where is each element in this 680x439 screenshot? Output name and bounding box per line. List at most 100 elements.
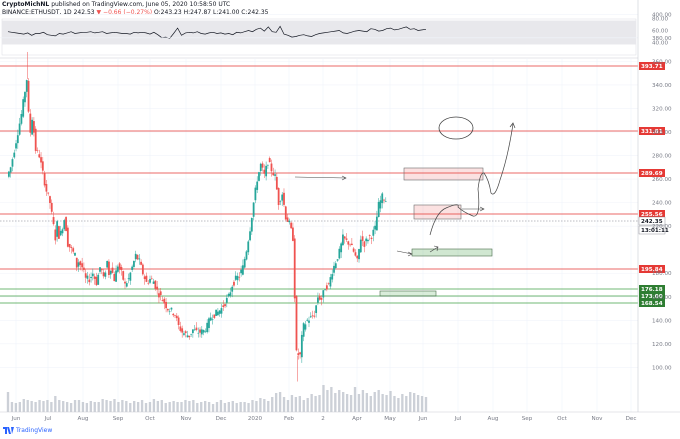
candle-body [261,163,264,168]
volume-bar [290,395,294,412]
candle-body [354,252,357,256]
y-tick-label: 300.00 [652,130,672,136]
candle-body [22,99,25,117]
volume-bar [353,387,357,412]
volume-bar [373,392,376,412]
candle-body [361,236,364,241]
volume-bar [271,397,274,412]
x-tick-label: Apr [352,416,362,422]
candle-body [179,326,182,331]
candle-body [70,247,73,249]
candle-body [270,163,273,172]
volume-bar [412,393,416,412]
candle-body [115,270,117,282]
volume-bar [334,393,337,412]
volume-bar [357,394,361,412]
candle-body [116,266,119,272]
price-label: 13:01:11 [641,228,669,234]
volume-bar [89,401,92,412]
x-tick-label: Nov [181,416,193,422]
osc-tick: 80.00 [652,17,668,23]
candle-body [315,305,318,313]
candle-body [242,265,244,275]
candle-body [309,316,312,318]
x-tick-label: Jun [11,416,21,422]
candle-body [77,262,80,267]
candle-body [299,352,301,355]
candle-body [225,297,228,303]
volume-bar [401,394,404,412]
candle-body [181,328,184,333]
candle-body [41,161,44,171]
candle-body [33,121,35,133]
candle-body [293,238,296,299]
x-tick-label: Nov [592,416,604,422]
y-tick-label: 100.00 [652,365,672,371]
candle-body [54,229,57,241]
candle-body [224,304,226,307]
candle-body [368,235,371,236]
axes: 40.00 60.00 80.00 Jun Jul Aug Sep Oct Nov Dec 2020… [0,0,680,422]
candle-body [106,260,109,268]
candle-body [336,259,339,261]
volume-bar [385,395,388,412]
candle-body [216,311,219,316]
volume-bar [26,400,29,412]
price-label: 393.71 [641,64,663,70]
volume-bar [133,401,136,412]
candle-body [183,333,185,335]
candle-body [247,241,250,253]
volume-bar [101,399,104,412]
candle-body [143,276,146,279]
volume-bar [326,390,329,412]
price-label-box [639,62,665,70]
candle-body [31,119,34,135]
support-box-173 [379,290,437,297]
candle-body [211,319,214,320]
candle-body [252,202,255,217]
candle-body [306,319,309,321]
candle-body [84,273,87,278]
y-tick-label: 400.00 [652,12,672,18]
candle-body [86,275,89,279]
candle-body [131,266,134,270]
volume-bar [152,399,156,412]
volume-bar [38,400,41,412]
x-tick-label: Sep [113,416,124,422]
candle-body [102,272,105,277]
candle-body [163,298,166,304]
candle-body [195,327,198,330]
volume-bar [156,401,160,412]
resistance-box-290 [403,167,484,181]
candle-body [209,317,212,321]
candle-body [238,276,241,278]
candle-body [254,187,257,201]
candle-body [233,281,235,286]
candle-body [338,248,341,259]
candle-body [304,324,307,330]
y-tick-label: 120.00 [652,342,672,348]
candle-body [347,241,350,245]
candle-body [263,169,266,174]
volume-bar [255,401,258,412]
candle-body [213,314,216,318]
candle-body [13,152,16,158]
volume-bar [34,402,37,412]
candle-body [250,217,253,232]
x-tick-label: Jul [454,416,462,422]
volume-bar [274,393,278,412]
volume-bar [345,394,349,412]
candle-body [256,181,259,190]
candle-body [258,172,260,181]
candle-body [59,230,62,236]
volume-bar [267,401,270,412]
volume-bar [298,396,301,412]
candle-body [34,128,37,151]
volume-bar [184,400,187,412]
candle-body [229,292,232,296]
volume-bar [85,403,89,412]
candle-body [327,283,330,284]
y-tick-label: 340.00 [652,83,672,89]
tradingview-logo[interactable]: TradingView [3,427,52,434]
